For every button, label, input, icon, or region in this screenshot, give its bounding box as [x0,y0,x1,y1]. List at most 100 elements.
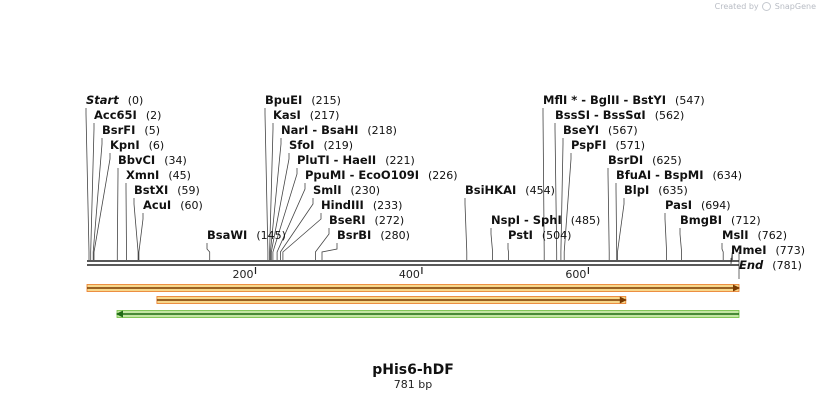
site-name: XmnI [126,168,159,182]
watermark-brand: SnapGene [774,2,816,11]
site-line [617,198,625,260]
site-label[interactable]: BlpI (635) [624,183,688,197]
site-name: PpuMI - EcoO109I [305,168,419,182]
site-line [93,153,111,260]
site-label[interactable]: PpuMI - EcoO109I (226) [305,168,458,182]
site-position: (230) [351,184,381,197]
site-name: KasI [273,108,301,122]
site-label[interactable]: BmgBI (712) [680,213,761,227]
site-label[interactable]: End (781) [739,258,802,272]
site-label[interactable]: BsrDI (625) [608,153,682,167]
site-label[interactable]: NarI - BsaHI (218) [281,123,397,137]
site-line [664,213,667,260]
site-label[interactable]: NspI - SphI (485) [491,213,600,227]
site-label[interactable]: BsrBI (280) [337,228,410,242]
site-position: (773) [776,244,806,257]
watermark: Created by SnapGene [715,2,816,11]
site-label[interactable]: BsaWI (145) [207,228,286,242]
ruler: 200 400 600 [233,267,590,281]
site-position: (45) [168,169,191,182]
site-position: (694) [701,199,731,212]
site-line [554,123,558,260]
site-name: Acc65I [94,108,137,122]
site-position: (6) [149,139,165,152]
site-label[interactable]: PstI (504) [508,228,571,242]
site-position: (218) [367,124,397,137]
site-label[interactable]: BsrFI (5) [102,123,160,137]
site-label[interactable]: AcuI (60) [143,198,203,212]
site-name: BsaWI [207,228,247,242]
ruler-tick-label: 200 [233,268,254,281]
site-line [679,228,682,260]
feature-arrowhead [733,284,740,292]
site-position: (59) [177,184,200,197]
site-label[interactable]: BsiHKAI (454) [465,183,555,197]
site-label[interactable]: Acc65I (2) [94,108,161,122]
site-name: PasI [665,198,692,212]
site-position: (567) [608,124,638,137]
sequence-backbone [87,260,739,266]
site-name: BsrDI [608,153,643,167]
site-name: BssSI - BssSαI [555,108,646,122]
site-name: BstXI [134,183,168,197]
site-name: BpuEI [265,93,302,107]
site-label[interactable]: HindIII (233) [321,198,402,212]
site-name: BfuAI - BspMI [616,168,703,182]
site-label[interactable]: PspFI (571) [571,138,645,152]
site-line [315,228,330,260]
site-line [615,183,618,260]
site-label[interactable]: BbvCI (34) [118,153,187,167]
site-line [464,198,468,260]
site-label[interactable]: SfoI (219) [289,138,353,152]
site-line [276,183,306,260]
site-label[interactable]: MflI * - BglII - BstYI (547) [543,93,705,107]
site-label[interactable]: PluTI - HaeII (221) [297,153,415,167]
site-position: (562) [655,109,685,122]
feature-arrow[interactable] [86,284,740,292]
site-label[interactable]: KpnI (6) [110,138,164,152]
site-line [560,138,564,260]
site-label[interactable]: BseRI (272) [329,213,404,227]
site-position: (635) [658,184,688,197]
feature-arrow[interactable] [156,296,627,304]
site-position: (504) [542,229,572,242]
site-name: MflI * - BglII - BstYI [543,93,666,107]
site-position: (454) [525,184,555,197]
site-position: (280) [380,229,410,242]
feature-arrowhead [115,310,123,318]
site-name: BseYI [563,123,599,137]
site-label[interactable]: BstXI (59) [134,183,200,197]
site-position: (272) [375,214,405,227]
site-position: (145) [256,229,286,242]
site-label[interactable]: BssSI - BssSαI (562) [555,108,684,122]
site-label[interactable]: MslI (762) [722,228,787,242]
site-label[interactable]: BseYI (567) [563,123,638,137]
site-line [85,108,90,260]
site-label[interactable]: SmlI (230) [313,183,380,197]
site-line [282,213,322,260]
site-label[interactable]: BpuEI (215) [265,93,341,107]
watermark-label: Created by [714,2,759,11]
site-name: MslI [722,228,749,242]
site-line [138,213,144,260]
site-line [607,168,610,260]
site-label[interactable]: XmnI (45) [126,168,191,182]
site-name: NspI - SphI [491,213,562,227]
site-label[interactable]: Start (0) [86,93,143,107]
site-line [321,243,338,260]
site-name: KpnI [110,138,140,152]
site-label[interactable]: MmeI (773) [731,243,805,257]
feature-arrow[interactable] [115,310,740,318]
site-line [125,183,127,260]
site-line [542,108,545,260]
site-line [206,243,211,260]
site-line [490,228,493,260]
feature-tracks [86,284,740,318]
site-position: (634) [712,169,742,182]
site-label[interactable]: BfuAI - BspMI (634) [616,168,742,182]
site-label[interactable]: PasI (694) [665,198,731,212]
site-label[interactable]: KasI (217) [273,108,339,122]
site-position: (219) [323,139,353,152]
site-position: (0) [128,94,144,107]
